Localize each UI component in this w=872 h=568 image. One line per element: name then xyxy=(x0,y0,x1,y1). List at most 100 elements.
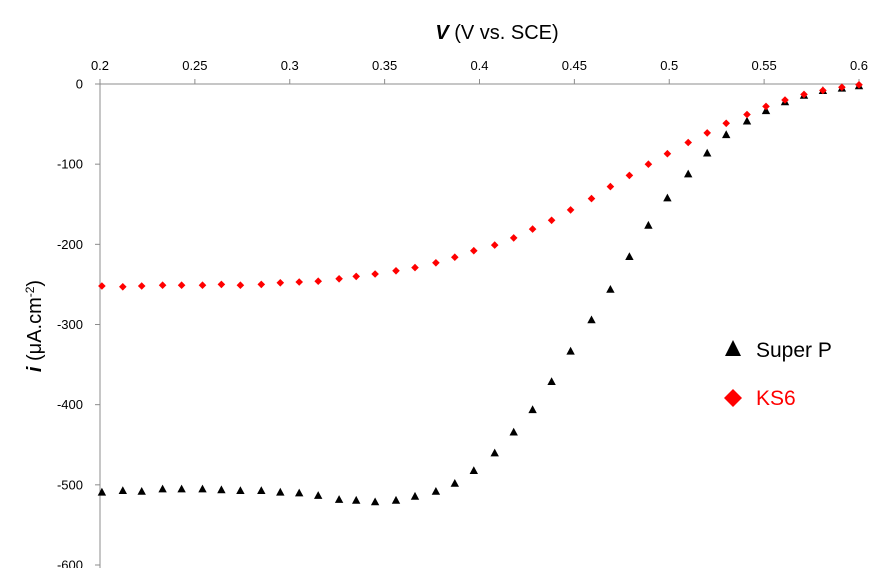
data-point xyxy=(177,484,186,493)
data-point xyxy=(118,486,127,494)
y-tick-label: -300 xyxy=(57,317,83,332)
data-point xyxy=(450,479,459,487)
data-point xyxy=(257,486,266,494)
data-point xyxy=(392,267,400,275)
x-tick-label: 0.4 xyxy=(470,58,488,73)
data-point xyxy=(119,283,127,291)
data-point xyxy=(198,281,207,289)
data-point xyxy=(158,281,167,289)
data-point xyxy=(371,270,379,278)
data-point xyxy=(410,491,420,500)
data-point xyxy=(257,280,266,289)
data-point xyxy=(451,253,459,261)
data-point xyxy=(625,171,634,180)
legend-label-ks6: KS6 xyxy=(756,387,796,410)
data-point xyxy=(743,110,751,119)
data-point xyxy=(391,495,401,504)
data-point xyxy=(98,282,106,290)
data-point xyxy=(663,149,672,158)
data-point xyxy=(684,169,693,178)
y-axis-title-var: i xyxy=(24,366,46,372)
data-point xyxy=(722,119,730,128)
data-point xyxy=(509,234,518,242)
x-tick-label: 0.2 xyxy=(91,58,109,73)
data-point xyxy=(314,491,323,499)
data-point xyxy=(742,116,752,125)
data-point xyxy=(334,495,344,503)
data-point xyxy=(335,275,343,283)
data-point xyxy=(625,252,634,260)
data-point xyxy=(236,281,245,289)
x-tick-label: 0.55 xyxy=(751,58,776,73)
data-point xyxy=(722,130,731,139)
data-point xyxy=(606,285,615,293)
x-tick-label: 0.25 xyxy=(182,58,207,73)
legend: Super P KS6 xyxy=(724,339,832,410)
x-tick-label: 0.5 xyxy=(660,58,678,73)
data-point xyxy=(411,263,419,272)
x-axis-title: V (V vs. SCE) xyxy=(435,22,558,44)
x-axis-title-rest: (V vs. SCE) xyxy=(449,22,559,44)
data-point xyxy=(217,485,226,494)
data-point xyxy=(470,246,478,255)
x-tick-label: 0.35 xyxy=(372,58,397,73)
data-point xyxy=(431,487,441,495)
data-point xyxy=(528,225,537,233)
y-axis-title: i (μA.cm-2) xyxy=(23,280,46,372)
y-axis-title-sup: -2 xyxy=(23,286,37,297)
data-point xyxy=(547,216,556,225)
data-point xyxy=(781,96,789,104)
data-point xyxy=(276,487,285,496)
y-axis-title-pre: (μA.cm xyxy=(24,297,46,366)
data-point xyxy=(137,487,146,495)
legend-label-super-p: Super P xyxy=(756,339,832,362)
series-ks6 xyxy=(98,81,863,291)
data-point xyxy=(819,86,827,95)
x-tick-label: 0.3 xyxy=(281,58,299,73)
data-point xyxy=(370,497,380,506)
data-point xyxy=(177,281,186,289)
data-point xyxy=(490,241,499,249)
data-point xyxy=(800,90,808,99)
data-point xyxy=(684,138,692,147)
y-ticks: 0 -100 -200 -300 -400 -500 -600 xyxy=(57,77,100,568)
data-point xyxy=(295,278,303,286)
data-point xyxy=(606,182,615,191)
data-point xyxy=(236,486,245,494)
data-point xyxy=(855,81,863,89)
x-axis-title-var: V xyxy=(435,22,450,44)
data-point xyxy=(352,495,361,504)
series-layer xyxy=(97,81,864,506)
y-tick-label: -500 xyxy=(57,477,83,492)
y-tick-label: 0 xyxy=(76,77,83,92)
data-point xyxy=(314,277,322,285)
y-tick-label: -600 xyxy=(57,558,83,568)
y-tick-label: -100 xyxy=(57,157,83,172)
data-point xyxy=(663,193,672,202)
data-point xyxy=(352,272,360,281)
data-point xyxy=(276,279,285,287)
y-tick-label: -200 xyxy=(57,237,83,252)
y-axis-title-post: ) xyxy=(24,280,46,287)
data-point xyxy=(158,484,167,493)
data-point xyxy=(490,448,499,457)
data-point xyxy=(198,484,207,493)
data-point xyxy=(469,466,478,474)
data-point xyxy=(528,405,537,414)
legend-item-super-p: Super P xyxy=(725,339,832,362)
data-point xyxy=(566,346,575,355)
data-point xyxy=(97,487,107,496)
data-point xyxy=(703,129,711,137)
data-point xyxy=(509,427,518,436)
legend-triangle-icon xyxy=(725,340,741,356)
data-point xyxy=(566,206,575,214)
y-tick-label: -400 xyxy=(57,397,83,412)
x-tick-label: 0.6 xyxy=(850,58,868,73)
data-point xyxy=(587,194,596,203)
x-tick-label: 0.45 xyxy=(562,58,587,73)
legend-diamond-icon xyxy=(724,389,742,407)
data-point xyxy=(644,220,653,229)
data-point xyxy=(587,315,596,324)
axes: 0.2 0.25 0.3 0.35 0.4 0.45 0.5 0.55 0.6 0 -100 -20… xyxy=(57,58,868,568)
data-point xyxy=(137,282,146,290)
